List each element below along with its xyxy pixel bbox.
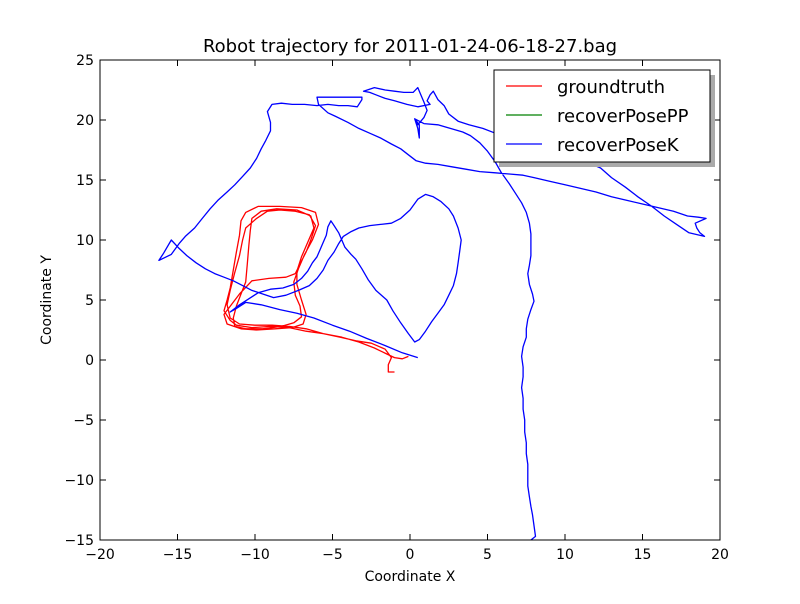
y-tick-label: −15: [64, 533, 94, 549]
x-tick-label: 20: [711, 547, 729, 563]
series-line-recoverPoseK: [158, 86, 707, 540]
chart-legend: groundtruth recoverPosePP recoverPoseK: [493, 69, 715, 167]
x-tick-label: −15: [163, 547, 193, 563]
series-layer: [158, 86, 707, 540]
x-axis-label: Coordinate X: [365, 569, 456, 585]
y-axis-label: Coordinate Y: [39, 255, 55, 345]
x-tick-label: 15: [634, 547, 652, 563]
x-tick-label: −20: [85, 547, 115, 563]
y-tick-label: 5: [85, 293, 94, 309]
y-tick-label: 25: [76, 53, 94, 69]
y-tick-label: 0: [85, 353, 94, 369]
legend-label-recoverPoseK: recoverPoseK: [557, 135, 680, 156]
chart-title: Robot trajectory for 2011-01-24-06-18-27…: [203, 36, 617, 57]
y-tick-label: 20: [76, 113, 94, 129]
legend-label-groundtruth: groundtruth: [557, 77, 665, 98]
x-tick-label: −10: [240, 547, 270, 563]
series-line-groundtruth: [223, 205, 409, 373]
x-tick-label: −5: [322, 547, 343, 563]
y-tick-label: −5: [73, 413, 94, 429]
legend-entries: groundtruth recoverPosePP recoverPoseK: [506, 77, 689, 156]
y-tick-label: 10: [76, 233, 94, 249]
plot-frame: [99, 59, 721, 541]
x-tick-label: 0: [406, 547, 415, 563]
y-tick-label: −10: [64, 473, 94, 489]
legend-box: [493, 69, 711, 163]
y-tick-label: 15: [76, 173, 94, 189]
x-tick-label: 10: [556, 547, 574, 563]
legend-label-recoverPosePP: recoverPosePP: [557, 106, 689, 127]
x-tick-label: 5: [483, 547, 492, 563]
